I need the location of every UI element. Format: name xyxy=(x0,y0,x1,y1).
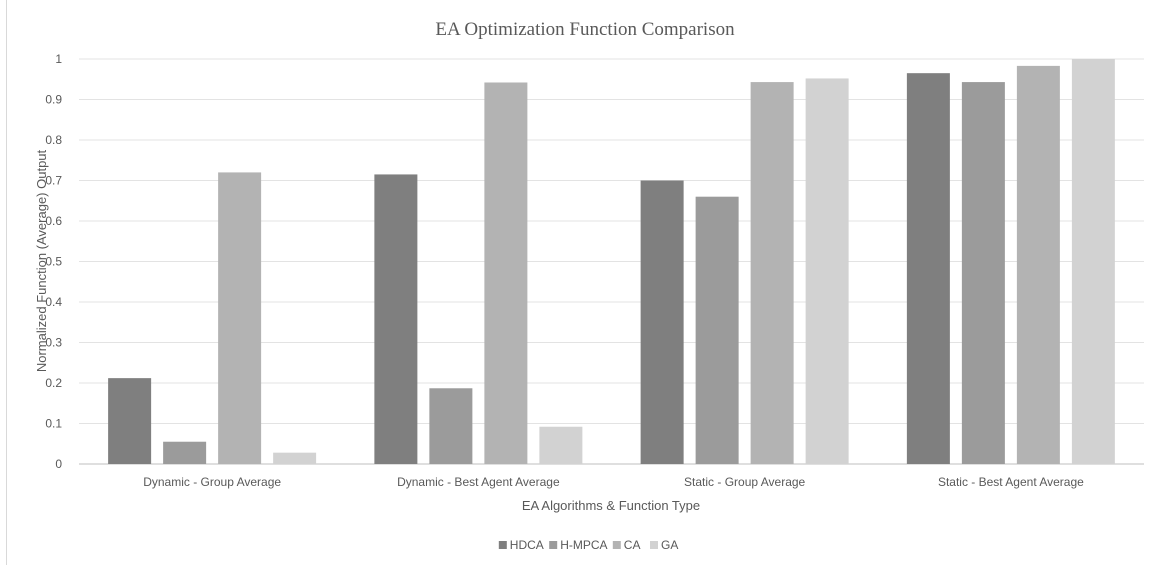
y-tick-label: 0 xyxy=(55,457,62,471)
bar-ga-3 xyxy=(805,78,849,464)
y-tick-label: 0.7 xyxy=(45,174,62,188)
legend-swatch xyxy=(612,541,621,549)
bar-ca-1 xyxy=(218,172,262,464)
legend-label: HDCA xyxy=(510,538,544,552)
bar-hdca-3 xyxy=(640,180,684,464)
bar-hdca-4 xyxy=(906,73,950,465)
y-axis-title: Normalized Function (Average) Output xyxy=(34,149,49,372)
y-tick-label: 0.6 xyxy=(45,214,62,228)
legend-swatch xyxy=(549,541,558,549)
bar-ca-2 xyxy=(484,82,528,465)
chart-frame: EA Optimization Function Comparison 0 0.1… xyxy=(6,0,1154,565)
legend-label: CA xyxy=(624,538,641,552)
y-tick-label: 1 xyxy=(55,52,62,66)
bar-ca-4 xyxy=(1016,65,1060,464)
x-category-label: Dynamic - Best Agent Average xyxy=(397,475,560,489)
y-tick-label: 0.5 xyxy=(45,255,62,269)
bar-ga-4 xyxy=(1071,59,1115,464)
x-category-label: Static - Group Average xyxy=(684,475,806,489)
y-tick-label: 0.1 xyxy=(45,417,62,431)
y-axis-ticks: 0 0.1 0.2 0.3 0.4 0.5 0.6 0.7 0.8 0.9 1 xyxy=(45,52,62,471)
y-tick-label: 0.3 xyxy=(45,336,62,350)
bar-h-mpca-3 xyxy=(695,196,739,464)
y-tick-label: 0.8 xyxy=(45,133,62,147)
bars xyxy=(108,59,1115,465)
bar-ca-3 xyxy=(750,82,794,465)
chart-title: EA Optimization Function Comparison xyxy=(435,19,735,40)
y-tick-label: 0.4 xyxy=(45,295,62,309)
legend-label: GA xyxy=(661,538,678,552)
bar-ga-2 xyxy=(539,426,583,464)
legend-swatch xyxy=(498,541,507,549)
x-category-label: Static - Best Agent Average xyxy=(938,475,1084,489)
legend: HDCA H-MPCA CA GA xyxy=(498,538,678,552)
x-axis-categories: Dynamic - Group Average Dynamic - Best Ag… xyxy=(143,475,1084,489)
legend-label: H-MPCA xyxy=(560,538,607,552)
x-category-label: Dynamic - Group Average xyxy=(143,475,281,489)
bar-hdca-2 xyxy=(374,174,418,465)
bar-h-mpca-1 xyxy=(163,441,207,464)
bar-chart: EA Optimization Function Comparison 0 0.1… xyxy=(34,19,1144,552)
x-axis-title: EA Algorithms & Function Type xyxy=(522,498,700,513)
legend-swatch xyxy=(650,541,658,549)
y-tick-label: 0.9 xyxy=(45,93,62,107)
bar-hdca-1 xyxy=(108,378,152,464)
y-tick-label: 0.2 xyxy=(45,376,62,390)
bar-ga-1 xyxy=(273,452,317,464)
bar-h-mpca-2 xyxy=(429,388,473,464)
bar-h-mpca-4 xyxy=(961,82,1005,465)
